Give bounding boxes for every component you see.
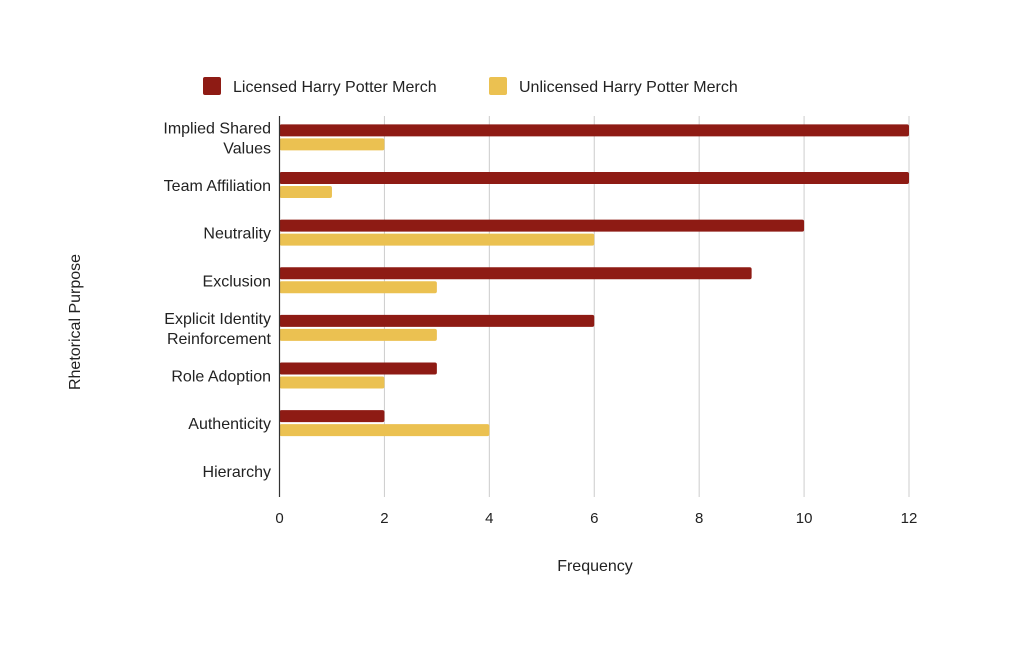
- bar-unlicensed: [279, 186, 332, 199]
- category-label: Exclusion: [203, 273, 271, 290]
- bar-licensed: [279, 362, 437, 375]
- x-tick-label: 8: [695, 510, 703, 527]
- category-label: Values: [223, 140, 271, 157]
- category-label: Role Adoption: [171, 369, 271, 386]
- bar-licensed: [279, 267, 752, 280]
- bar-licensed: [279, 314, 595, 327]
- bar-unlicensed: [279, 138, 385, 151]
- bars: [279, 124, 909, 437]
- bar-unlicensed: [279, 424, 490, 437]
- x-tick-label: 4: [485, 510, 493, 527]
- bar-unlicensed: [279, 376, 385, 389]
- x-tick-label: 0: [275, 510, 283, 527]
- y-axis-title: Rhetorical Purpose: [67, 254, 84, 390]
- legend-swatch-licensed: [203, 77, 221, 95]
- legend-swatch-unlicensed: [489, 77, 507, 95]
- x-tick-label: 6: [590, 510, 598, 527]
- bar-licensed: [279, 410, 385, 423]
- x-tick-label: 12: [901, 510, 918, 527]
- bar-licensed: [279, 219, 805, 232]
- x-tick-label: 2: [380, 510, 388, 527]
- bar-unlicensed: [279, 233, 595, 246]
- bar-unlicensed: [279, 328, 437, 341]
- x-axis-title: Frequency: [557, 558, 633, 575]
- x-axis-ticks: 0 2 4 6 8 10 12: [275, 510, 917, 527]
- category-label: Reinforcement: [167, 331, 272, 348]
- category-label: Authenticity: [188, 416, 271, 433]
- category-label: Team Affiliation: [164, 178, 271, 195]
- legend: Licensed Harry Potter Merch Unlicensed H…: [203, 77, 738, 96]
- bar-licensed: [279, 124, 909, 137]
- category-label: Implied Shared: [163, 120, 271, 137]
- category-label: Neutrality: [203, 226, 271, 243]
- bar-licensed: [279, 172, 909, 185]
- x-tick-label: 10: [796, 510, 813, 527]
- legend-label-unlicensed: Unlicensed Harry Potter Merch: [519, 79, 738, 96]
- y-axis-categories: Implied Shared Values Team Affiliation Neut…: [163, 120, 271, 480]
- legend-label-licensed: Licensed Harry Potter Merch: [233, 79, 437, 96]
- category-label: Explicit Identity: [164, 311, 271, 328]
- category-label: Hierarchy: [203, 464, 271, 481]
- bar-unlicensed: [279, 281, 437, 294]
